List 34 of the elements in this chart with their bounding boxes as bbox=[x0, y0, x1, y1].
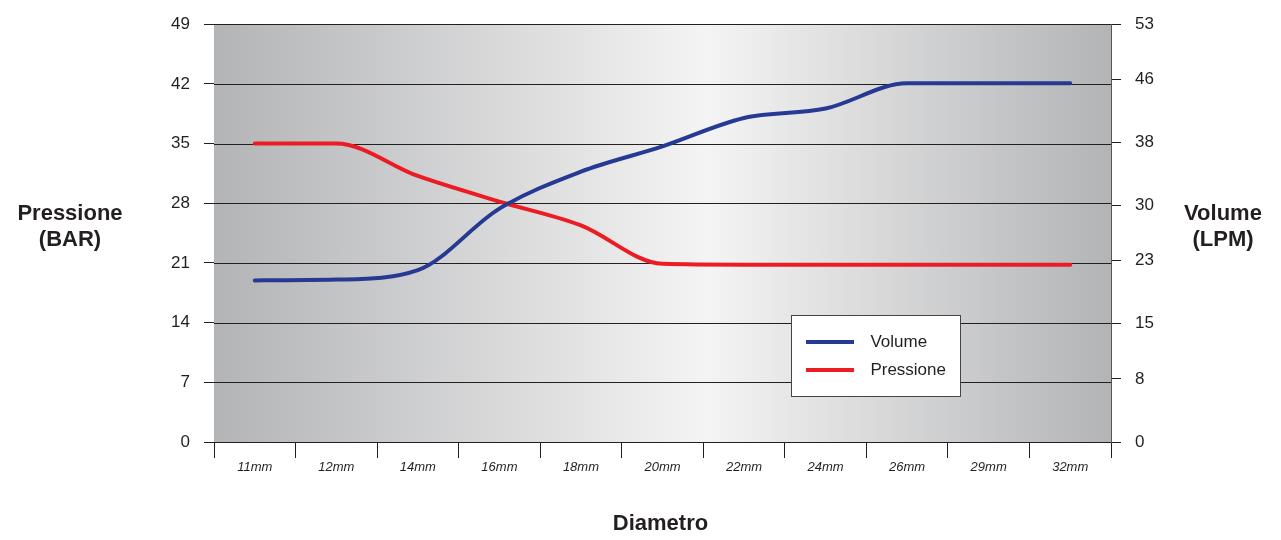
y-tick-label: 14 bbox=[171, 312, 190, 332]
x-axis-title: Diametro bbox=[611, 510, 710, 536]
y2-axis-title: Volume (LPM) bbox=[1183, 200, 1263, 252]
y-tick-label: 7 bbox=[180, 372, 190, 391]
x-tick-label: 29mm bbox=[969, 459, 1007, 475]
legend-label: Volume bbox=[870, 332, 928, 352]
x-tick-label: 11mm bbox=[237, 459, 273, 475]
y-axis-title: Pressione (BAR) bbox=[16, 200, 124, 252]
line-series bbox=[252, 141, 1073, 267]
line-series bbox=[252, 81, 1073, 283]
y-tick-label: 21 bbox=[171, 252, 190, 272]
y-tick-label: 42 bbox=[171, 73, 190, 93]
y2-tick-label: 15 bbox=[1135, 313, 1154, 333]
x-tick-label: 32mm bbox=[1052, 459, 1089, 475]
y-tick-label: 0 bbox=[180, 431, 190, 451]
y2-tick-label: 23 bbox=[1135, 250, 1154, 270]
x-tick-label: 12mm bbox=[318, 459, 355, 475]
x-tick-label: 24mm bbox=[806, 459, 844, 475]
y2-tick-label: 53 bbox=[1135, 13, 1154, 33]
legend-label: Pressione bbox=[870, 360, 946, 380]
x-tick-label: 14mm bbox=[399, 459, 437, 475]
y-tick-label: 35 bbox=[171, 133, 190, 153]
x-tick-label: 22mm bbox=[724, 459, 763, 475]
x-tick-label: 20mm bbox=[643, 459, 681, 475]
y-tick-label: 49 bbox=[171, 13, 190, 33]
y2-tick-label: 8 bbox=[1135, 368, 1145, 388]
x-tick-label: 18mm bbox=[562, 459, 600, 475]
y2-tick-label: 0 bbox=[1135, 431, 1145, 451]
y2-tick-label: 38 bbox=[1135, 132, 1154, 152]
x-tick-label: 26mm bbox=[888, 459, 926, 475]
x-tick-label: 16mm bbox=[481, 459, 518, 475]
y2-tick-label: 46 bbox=[1135, 69, 1154, 89]
y-tick-label: 28 bbox=[171, 192, 190, 212]
y2-tick-label: 30 bbox=[1135, 195, 1154, 215]
